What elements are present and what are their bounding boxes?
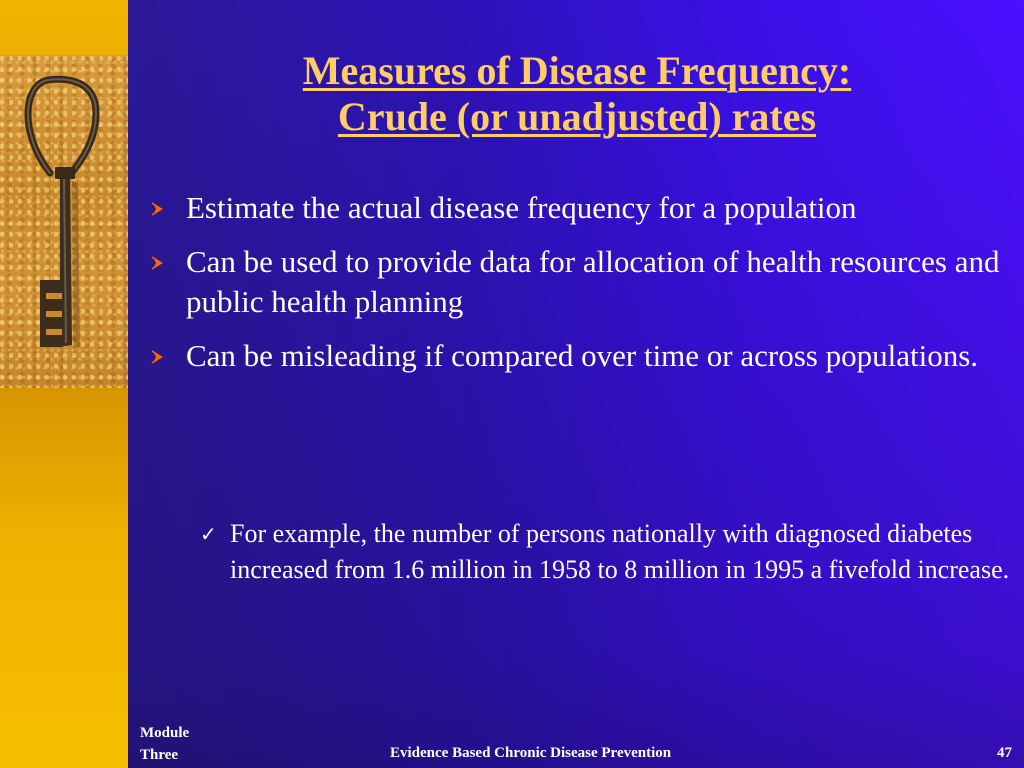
slide-title: Measures of Disease Frequency: Crude (or… <box>140 48 1014 140</box>
arrow-bullet-icon <box>151 350 163 364</box>
sub-bullet-text: For example, the number of persons natio… <box>230 519 1010 584</box>
checkmark-icon: ✓ <box>200 522 217 546</box>
bullet-text: Can be used to provide data for allocati… <box>186 244 1000 319</box>
bullet-text: Estimate the actual disease frequency fo… <box>186 190 857 225</box>
footer-module: Module Three <box>140 722 189 766</box>
title-line-1: Measures of Disease Frequency: <box>302 48 852 93</box>
title-line-2: Crude (or unadjusted) rates <box>337 94 817 139</box>
key-image <box>0 55 128 388</box>
page-number: 47 <box>997 745 1012 761</box>
footer-module-line-1: Module <box>140 725 190 741</box>
bullet-item: Can be used to provide data for allocati… <box>150 242 1010 322</box>
arrow-bullet-icon <box>151 256 163 270</box>
bullet-item: Can be misleading if compared over time … <box>150 336 1010 376</box>
footer-title: Evidence Based Chronic Disease Preventio… <box>390 745 672 761</box>
bullet-item: Estimate the actual disease frequency fo… <box>150 188 1010 228</box>
bullet-list: Estimate the actual disease frequency fo… <box>150 188 1010 390</box>
footer-module-line-2: Three <box>140 747 179 763</box>
arrow-bullet-icon <box>151 202 163 216</box>
bullet-text: Can be misleading if compared over time … <box>186 338 979 373</box>
sub-bullet: ✓ For example, the number of persons nat… <box>200 516 1010 588</box>
key-icon <box>24 75 100 347</box>
